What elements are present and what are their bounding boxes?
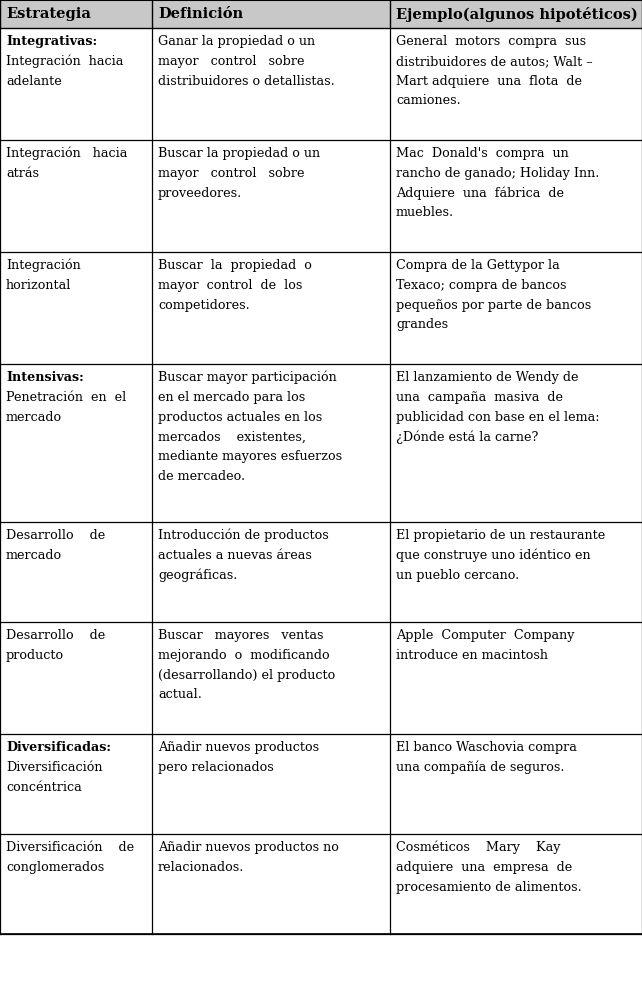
Text: El banco Waschovia compra: El banco Waschovia compra bbox=[396, 741, 577, 754]
Text: Penetración  en  el: Penetración en el bbox=[6, 391, 126, 404]
Text: General  motors  compra  sus: General motors compra sus bbox=[396, 35, 586, 48]
Text: Añadir nuevos productos no: Añadir nuevos productos no bbox=[158, 841, 339, 854]
Text: publicidad con base en el lema:: publicidad con base en el lema: bbox=[396, 411, 600, 424]
Text: procesamiento de alimentos.: procesamiento de alimentos. bbox=[396, 881, 582, 894]
Text: Cosméticos    Mary    Kay: Cosméticos Mary Kay bbox=[396, 841, 560, 855]
Text: Diversificación    de: Diversificación de bbox=[6, 841, 134, 854]
Text: competidores.: competidores. bbox=[158, 299, 250, 312]
Bar bbox=[0, 0, 642, 28]
Text: Integración: Integración bbox=[6, 259, 81, 272]
Text: proveedores.: proveedores. bbox=[158, 187, 242, 200]
Text: camiones.: camiones. bbox=[396, 94, 461, 107]
Text: muebles.: muebles. bbox=[396, 207, 454, 219]
Text: en el mercado para los: en el mercado para los bbox=[158, 391, 305, 404]
Text: grandes: grandes bbox=[396, 319, 448, 332]
Text: El propietario de un restaurante: El propietario de un restaurante bbox=[396, 529, 605, 542]
Text: Apple  Computer  Company: Apple Computer Company bbox=[396, 629, 575, 642]
Text: adelante: adelante bbox=[6, 74, 62, 87]
Text: distribuidores o detallistas.: distribuidores o detallistas. bbox=[158, 74, 334, 87]
Text: mayor  control  de  los: mayor control de los bbox=[158, 279, 302, 292]
Text: Mart adquiere  una  flota  de: Mart adquiere una flota de bbox=[396, 74, 582, 87]
Text: que construye uno idéntico en: que construye uno idéntico en bbox=[396, 549, 591, 562]
Text: Integrativas:: Integrativas: bbox=[6, 35, 97, 48]
Text: (desarrollando) el producto: (desarrollando) el producto bbox=[158, 668, 335, 681]
Text: Definición: Definición bbox=[158, 7, 243, 21]
Text: mayor   control   sobre: mayor control sobre bbox=[158, 55, 304, 68]
Text: mayor   control   sobre: mayor control sobre bbox=[158, 167, 304, 180]
Text: mediante mayores esfuerzos: mediante mayores esfuerzos bbox=[158, 450, 342, 463]
Text: Adquiere  una  fábrica  de: Adquiere una fábrica de bbox=[396, 187, 564, 201]
Text: introduce en macintosh: introduce en macintosh bbox=[396, 648, 548, 661]
Text: actual.: actual. bbox=[158, 688, 202, 701]
Text: Buscar mayor participación: Buscar mayor participación bbox=[158, 371, 337, 384]
Text: Ganar la propiedad o un: Ganar la propiedad o un bbox=[158, 35, 315, 48]
Text: Mac  Donald's  compra  un: Mac Donald's compra un bbox=[396, 147, 569, 160]
Text: productos actuales en los: productos actuales en los bbox=[158, 411, 322, 424]
Text: Introducción de productos: Introducción de productos bbox=[158, 529, 329, 542]
Text: Integración  hacia: Integración hacia bbox=[6, 55, 123, 69]
Text: Intensivas:: Intensivas: bbox=[6, 371, 83, 384]
Text: adquiere  una  empresa  de: adquiere una empresa de bbox=[396, 861, 572, 874]
Text: un pueblo cercano.: un pueblo cercano. bbox=[396, 569, 519, 582]
Text: mercado: mercado bbox=[6, 411, 62, 424]
Text: producto: producto bbox=[6, 648, 64, 661]
Text: ¿Dónde está la carne?: ¿Dónde está la carne? bbox=[396, 430, 539, 444]
Text: distribuidores de autos; Walt –: distribuidores de autos; Walt – bbox=[396, 55, 593, 68]
Text: pequeños por parte de bancos: pequeños por parte de bancos bbox=[396, 299, 591, 312]
Text: Diversificadas:: Diversificadas: bbox=[6, 741, 111, 754]
Text: Buscar   mayores   ventas: Buscar mayores ventas bbox=[158, 629, 324, 642]
Text: Integración   hacia: Integración hacia bbox=[6, 147, 127, 161]
Text: Buscar  la  propiedad  o: Buscar la propiedad o bbox=[158, 259, 312, 272]
Text: pero relacionados: pero relacionados bbox=[158, 761, 273, 774]
Text: Compra de la Gettypor la: Compra de la Gettypor la bbox=[396, 259, 560, 272]
Text: conglomerados: conglomerados bbox=[6, 861, 104, 874]
Text: Diversificación: Diversificación bbox=[6, 761, 103, 774]
Text: Buscar la propiedad o un: Buscar la propiedad o un bbox=[158, 147, 320, 160]
Text: Texaco; compra de bancos: Texaco; compra de bancos bbox=[396, 279, 566, 292]
Text: una  campaña  masiva  de: una campaña masiva de bbox=[396, 391, 563, 404]
Text: Desarrollo    de: Desarrollo de bbox=[6, 529, 105, 542]
Text: horizontal: horizontal bbox=[6, 279, 71, 292]
Text: mercado: mercado bbox=[6, 549, 62, 562]
Text: mejorando  o  modificando: mejorando o modificando bbox=[158, 648, 329, 661]
Text: El lanzamiento de Wendy de: El lanzamiento de Wendy de bbox=[396, 371, 578, 384]
Text: una compañía de seguros.: una compañía de seguros. bbox=[396, 761, 564, 775]
Text: geográficas.: geográficas. bbox=[158, 569, 238, 582]
Text: Ejemplo(algunos hipotéticos): Ejemplo(algunos hipotéticos) bbox=[396, 7, 638, 22]
Text: Añadir nuevos productos: Añadir nuevos productos bbox=[158, 741, 319, 754]
Text: relacionados.: relacionados. bbox=[158, 861, 245, 874]
Text: Desarrollo    de: Desarrollo de bbox=[6, 629, 105, 642]
Text: actuales a nuevas áreas: actuales a nuevas áreas bbox=[158, 549, 312, 562]
Text: rancho de ganado; Holiday Inn.: rancho de ganado; Holiday Inn. bbox=[396, 167, 600, 180]
Text: mercados    existentes,: mercados existentes, bbox=[158, 430, 306, 444]
Text: atrás: atrás bbox=[6, 167, 39, 180]
Text: de mercadeo.: de mercadeo. bbox=[158, 470, 245, 483]
Text: concéntrica: concéntrica bbox=[6, 780, 82, 793]
Text: Estrategia: Estrategia bbox=[6, 7, 91, 21]
